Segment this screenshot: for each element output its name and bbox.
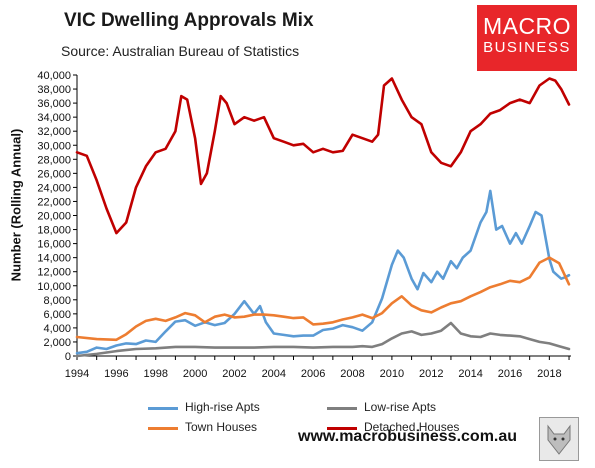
y-tick-label: 30,000: [37, 140, 71, 152]
y-tick-label: 14,000: [37, 253, 71, 265]
x-tick-label: 1996: [104, 368, 128, 380]
macrobusiness-logo: MACRO BUSINESS: [477, 5, 577, 71]
legend-swatch-high-rise: [148, 407, 178, 410]
y-tick-label: 24,000: [37, 182, 71, 194]
y-tick-label: 28,000: [37, 154, 71, 166]
chart-subtitle: Source: Australian Bureau of Statistics: [61, 43, 300, 59]
x-tick-label: 1994: [65, 368, 89, 380]
logo-line-1: MACRO: [482, 13, 572, 39]
y-tick-label: 26,000: [37, 168, 71, 180]
series-line-low-rise: [75, 321, 571, 358]
series-line-town-houses: [75, 256, 571, 342]
y-tick-label: 32,000: [37, 126, 71, 138]
x-tick-label: 1998: [143, 368, 167, 380]
x-tick-label: 2002: [222, 368, 246, 380]
y-tick-label: 4,000: [43, 323, 71, 335]
y-tick-label: 36,000: [37, 98, 71, 110]
logo-line-2: BUSINESS: [483, 39, 571, 56]
series-line-high-rise: [75, 189, 571, 355]
y-tick-label: 6,000: [43, 309, 71, 321]
x-tick-label: 2006: [301, 368, 325, 380]
legend-label-detached: Detached Houses: [364, 420, 460, 434]
x-tick-label: 2016: [498, 368, 522, 380]
legend-swatch-low-rise: [327, 407, 357, 410]
chart-title: VIC Dwelling Approvals Mix: [64, 10, 314, 31]
y-tick-label: 2,000: [43, 337, 71, 349]
x-tick-label: 2012: [419, 368, 443, 380]
x-tick-label: 2018: [537, 368, 561, 380]
y-tick-label: 16,000: [37, 239, 71, 251]
y-tick-label: 18,000: [37, 225, 71, 237]
y-tick-label: 12,000: [37, 267, 71, 279]
x-tick-label: 2014: [458, 368, 482, 380]
y-tick-label: 38,000: [37, 84, 71, 96]
footer-url: www.macrobusiness.com.au: [298, 428, 518, 445]
y-tick-label: 40,000: [37, 70, 71, 82]
x-tick-label: 2000: [183, 368, 207, 380]
x-tick-label: 2004: [262, 368, 286, 380]
y-tick-label: 22,000: [37, 196, 71, 208]
legend-label-town-houses: Town Houses: [185, 420, 258, 434]
x-tick-label: 2010: [380, 368, 404, 380]
legend-swatch-detached: [327, 427, 357, 430]
y-tick-label: 0: [65, 351, 71, 363]
y-tick-label: 10,000: [37, 281, 71, 293]
y-tick-label: 8,000: [43, 295, 71, 307]
fox-mascot-image: [539, 417, 579, 461]
x-tick-label: 2008: [340, 368, 364, 380]
y-tick-label: 20,000: [37, 211, 71, 223]
y-tick-label: 34,000: [37, 112, 71, 124]
series-line-detached: [75, 77, 571, 235]
legend-swatch-town-houses: [148, 427, 178, 430]
legend-label-high-rise: High-rise Apts: [185, 400, 260, 414]
legend-label-low-rise: Low-rise Apts: [364, 400, 437, 414]
